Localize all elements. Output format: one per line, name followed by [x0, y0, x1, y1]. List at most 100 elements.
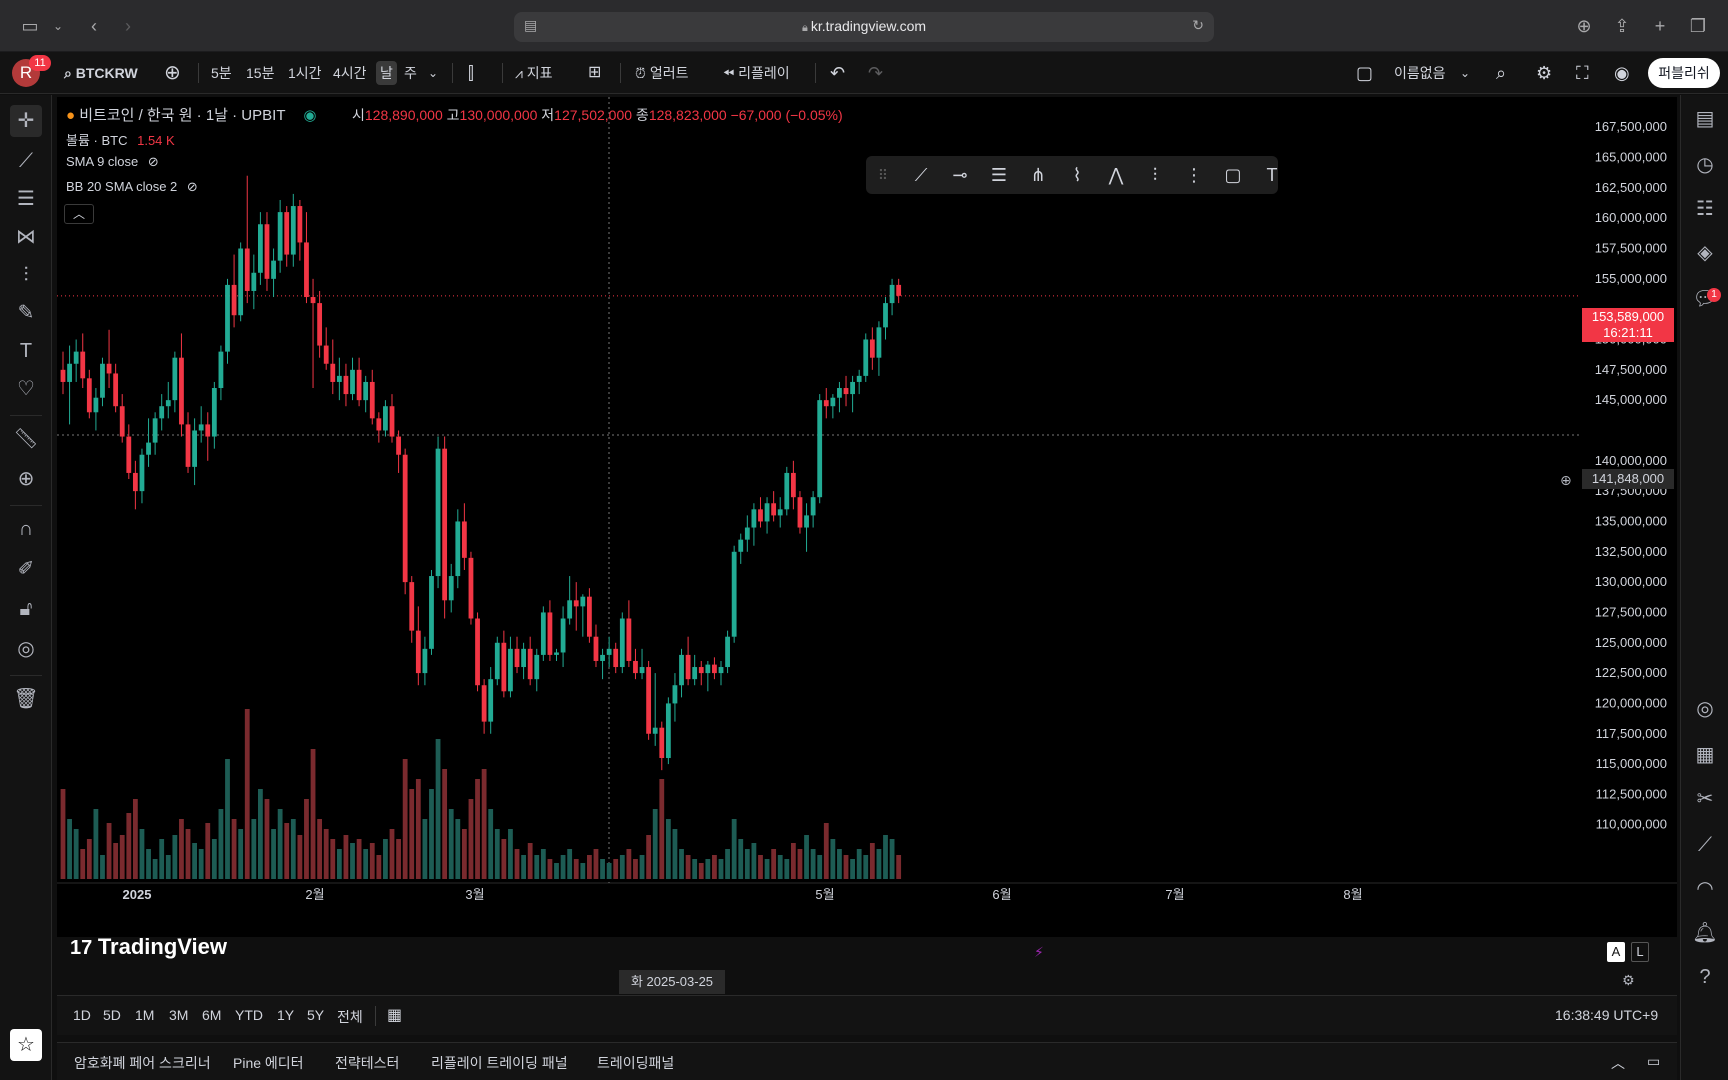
alerts-clock-icon[interactable]: ◷ [1696, 154, 1714, 176]
magnet-icon[interactable]: ∩ [18, 518, 34, 540]
range-5y[interactable]: 5Y [307, 1007, 325, 1023]
publish-button[interactable]: 퍼블리쉬 [1648, 58, 1720, 88]
help-icon[interactable]: ? [1699, 966, 1711, 988]
unlock-icon[interactable]: 🔓︎ [19, 598, 33, 620]
text-icon[interactable]: T [19, 340, 33, 362]
maximize-panel-icon[interactable]: ▭ [1647, 1053, 1661, 1069]
range-ytd[interactable]: YTD [235, 1007, 263, 1023]
address-bar[interactable]: ▤ 🔒︎ kr.tradingview.com ↻ [514, 12, 1214, 42]
bell-icon[interactable]: 🔔︎ [1692, 922, 1718, 944]
wave-icon[interactable]: ⌇ [1072, 165, 1082, 185]
interval-15m[interactable]: 15분 [246, 65, 275, 81]
eye-hidden-icon[interactable]: ⊘ [147, 154, 159, 169]
download-icon[interactable]: ⊕ [1576, 16, 1592, 36]
interval-dropdown-icon[interactable]: ⌄ [428, 66, 439, 80]
sidebar-toggle-icon[interactable]: ▭ [21, 16, 39, 36]
rectangle-icon[interactable]: ▢ [1224, 165, 1242, 185]
scissors-icon[interactable]: ✂ [1696, 788, 1714, 810]
undo-icon[interactable]: ↶ [830, 63, 846, 83]
ruler-icon[interactable]: 📏︎ [13, 428, 39, 450]
calendar-icon[interactable]: ▦ [1695, 744, 1715, 766]
chevron-down-icon[interactable]: ⌄ [52, 19, 64, 33]
range-6m[interactable]: 6M [202, 1007, 222, 1023]
reload-icon[interactable]: ↻ [1192, 17, 1204, 33]
symbol-legend[interactable]: ● 비트코인 / 한국 원 · 1날 · UPBIT ◉ [66, 104, 316, 125]
interval-5m[interactable]: 5분 [211, 65, 232, 81]
range-all[interactable]: 전체 [337, 1009, 363, 1025]
range-5d[interactable]: 5D [103, 1007, 121, 1023]
quick-search-icon[interactable]: ⌕ [1496, 63, 1507, 83]
trash-icon[interactable]: 🗑︎ [13, 688, 39, 710]
tab-replay-trading[interactable]: 리플레이 트레이딩 패널 [431, 1055, 568, 1071]
page-menu-icon[interactable]: ▤ [524, 17, 538, 33]
horizontal-ray-icon[interactable]: ⊸ [952, 165, 968, 185]
eye-icon[interactable]: ◎ [17, 638, 35, 660]
indicators-button[interactable]: ⩘ 지표 [515, 61, 553, 85]
sma-legend[interactable]: SMA 9 close ⊘ [66, 154, 159, 170]
pitchfork-icon[interactable]: ⋔ [1030, 165, 1046, 185]
compare-add-icon[interactable]: ⊕ [164, 62, 181, 84]
range-3m[interactable]: 3M [169, 1007, 189, 1023]
chart-line-icon[interactable]: ⟋ [1698, 834, 1712, 856]
tab-trading-panel[interactable]: 트레이딩패널 [597, 1055, 675, 1071]
symbol-search[interactable]: ⌕ BTCKRW [64, 61, 138, 85]
interval-1h[interactable]: 1시간 [288, 65, 322, 81]
abc-pattern-icon[interactable]: ⋀ [1108, 165, 1124, 185]
layers-icon[interactable]: ◈ [1697, 242, 1713, 264]
crosshair-icon[interactable]: ✛ [10, 105, 42, 137]
auto-scale-button[interactable]: A [1607, 942, 1625, 962]
tab-strategy-tester[interactable]: 전략테스터 [335, 1055, 400, 1071]
collapse-legend-icon[interactable]: ︿ [64, 204, 94, 224]
heart-icon[interactable]: ♡ [17, 378, 35, 400]
share-icon[interactable]: ⇪ [1614, 16, 1630, 36]
layout-dropdown-icon[interactable]: ⌄ [1460, 66, 1471, 80]
line-tool-icon[interactable]: ⟋ [914, 165, 928, 185]
projection-icon[interactable]: ⫶ [23, 264, 29, 286]
layout-name[interactable]: 이름없음 [1394, 65, 1446, 81]
object-tree-icon[interactable]: ☷ [1696, 198, 1714, 220]
replay-button[interactable]: ⏪︎ 리플레이 [723, 61, 790, 85]
fullscreen-icon[interactable]: ⛶ [1576, 63, 1589, 83]
tab-overview-icon[interactable]: ❐ [1689, 16, 1707, 36]
interval-1w[interactable]: 주 [404, 65, 417, 81]
scale-settings-icon[interactable]: ⚙ [1622, 972, 1635, 988]
drag-handle-icon[interactable]: ⠿ [877, 167, 889, 183]
candles-icon[interactable]: ⫿ [468, 63, 474, 83]
chart-pane[interactable]: 167,500,000 165,000,000 162,500,000 160,000… [57, 97, 1677, 937]
interval-4h[interactable]: 4시간 [333, 65, 367, 81]
target-icon[interactable]: ◎ [1696, 698, 1714, 720]
eye-hidden-icon[interactable]: ⊘ [186, 179, 198, 194]
layout-icon[interactable]: ▢ [1356, 63, 1374, 83]
broadcast-icon[interactable]: ◠ [1696, 878, 1714, 900]
goto-date-icon[interactable]: ▦ [387, 1007, 403, 1024]
date-range-icon[interactable]: ⋮ [1185, 165, 1203, 185]
fib-levels-icon[interactable]: ☰ [990, 165, 1008, 185]
price-chart[interactable]: 167,500,000 165,000,000 162,500,000 160,000… [57, 97, 1677, 937]
brush-icon[interactable]: ✎ [17, 302, 35, 324]
text-tool-icon[interactable]: T [1266, 165, 1278, 185]
interval-1d[interactable]: 날 [376, 61, 397, 85]
volume-legend[interactable]: 볼륨 · BTC 1.54 K [66, 130, 175, 149]
range-1y[interactable]: 1Y [277, 1007, 295, 1023]
settings-icon[interactable]: ⚙ [1536, 63, 1553, 83]
watchlist-icon[interactable]: ▤ [1695, 108, 1715, 130]
range-1d[interactable]: 1D [73, 1007, 91, 1023]
alert-button[interactable]: ⏰︎ 얼러트 [635, 61, 688, 85]
bb-legend[interactable]: BB 20 SMA close 2 ⊘ [66, 179, 198, 195]
forward-icon[interactable]: › [125, 16, 131, 36]
pattern-icon[interactable]: ⋈ [16, 226, 36, 248]
add-alert-plus-icon[interactable]: ⊕ [1560, 472, 1572, 488]
trend-line-icon[interactable]: ⟋ [19, 150, 33, 172]
clock-display[interactable]: 16:38:49 UTC+9 [1555, 1007, 1659, 1023]
camera-icon[interactable]: ◉ [1614, 63, 1630, 83]
range-1m[interactable]: 1M [135, 1007, 155, 1023]
templates-icon[interactable]: ⊞ [588, 64, 602, 81]
log-scale-button[interactable]: L [1631, 942, 1649, 962]
lock-drawing-pen-icon[interactable]: ✐ [17, 558, 35, 580]
long-position-icon[interactable]: ⫶ [1152, 165, 1158, 185]
back-icon[interactable]: ‹ [91, 16, 97, 36]
zoom-in-icon[interactable]: ⊕ [17, 468, 35, 490]
tab-pine-editor[interactable]: Pine 에디터 [233, 1055, 304, 1071]
expand-panel-icon[interactable]: ︿ [1611, 1055, 1625, 1071]
tab-crypto-screener[interactable]: 암호화폐 페어 스크리너 [74, 1055, 211, 1071]
